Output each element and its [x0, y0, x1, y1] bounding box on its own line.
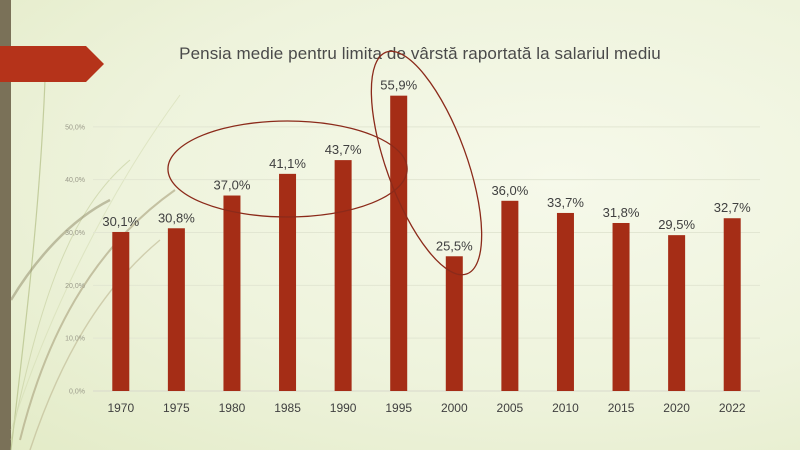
x-label-1970: 1970	[107, 401, 134, 415]
x-label-1985: 1985	[274, 401, 301, 415]
bar-2022	[723, 218, 741, 391]
bar-1970	[112, 231, 130, 391]
bars	[112, 95, 741, 391]
data-label-2020: 29,5%	[658, 217, 695, 232]
x-label-1995: 1995	[385, 401, 412, 415]
x-axis-labels: 1970 1975 1980 1985 1990 1995 2000 2005 2010 2015…	[107, 401, 745, 415]
data-label-1995: 55,9%	[380, 78, 417, 93]
x-label-2022: 2022	[719, 401, 746, 415]
x-label-2015: 2015	[608, 401, 635, 415]
x-label-2020: 2020	[663, 401, 690, 415]
y-tick-label: 30,0%	[65, 230, 85, 237]
y-axis-ticks: 0,0% 10,0% 20,0% 30,0% 40,0% 50,0%	[65, 124, 85, 395]
bar-2020	[668, 235, 686, 391]
x-label-2005: 2005	[497, 401, 524, 415]
chart-title: Pensia medie pentru limita de vârstă rap…	[179, 44, 661, 63]
gridlines	[93, 126, 760, 392]
x-label-2010: 2010	[552, 401, 579, 415]
bar-1980	[223, 195, 241, 391]
x-label-1980: 1980	[219, 401, 246, 415]
data-label-1970: 30,1%	[102, 214, 139, 229]
data-label-1980: 37,0%	[214, 178, 251, 193]
bar-1975	[167, 228, 185, 391]
bar-2010	[556, 212, 574, 391]
annotation-ellipse-1995-2000	[370, 50, 483, 276]
bar-2005	[501, 200, 519, 391]
bar-2015	[612, 222, 630, 391]
arrow-right-icon	[0, 46, 104, 82]
bar-2000	[445, 256, 463, 391]
data-label-2000: 25,5%	[436, 238, 473, 253]
x-label-1975: 1975	[163, 401, 190, 415]
x-label-1990: 1990	[330, 401, 357, 415]
annotations	[167, 50, 483, 276]
y-tick-label: 20,0%	[65, 283, 85, 290]
data-label-2010: 33,7%	[547, 195, 584, 210]
y-tick-label: 0,0%	[69, 389, 85, 396]
data-label-2022: 32,7%	[714, 200, 751, 215]
y-tick-label: 50,0%	[65, 124, 85, 131]
data-label-2015: 31,8%	[603, 205, 640, 220]
x-label-2000: 2000	[441, 401, 468, 415]
y-tick-label: 10,0%	[65, 336, 85, 343]
data-label-1985: 41,1%	[269, 156, 306, 171]
data-label-1975: 30,8%	[158, 210, 195, 225]
data-label-2005: 36,0%	[491, 183, 528, 198]
bar-1985	[279, 173, 297, 391]
data-label-1990: 43,7%	[325, 142, 362, 157]
left-accent-bar	[0, 0, 11, 450]
data-labels: 30,1% 30,8% 37,0% 41,1% 43,7% 55,9% 25,5% 36,0%…	[102, 78, 751, 254]
bar-1995	[390, 95, 408, 391]
annotation-ellipse-1980-1990	[167, 120, 408, 218]
bar-1990	[334, 160, 352, 391]
y-tick-label: 40,0%	[65, 177, 85, 184]
